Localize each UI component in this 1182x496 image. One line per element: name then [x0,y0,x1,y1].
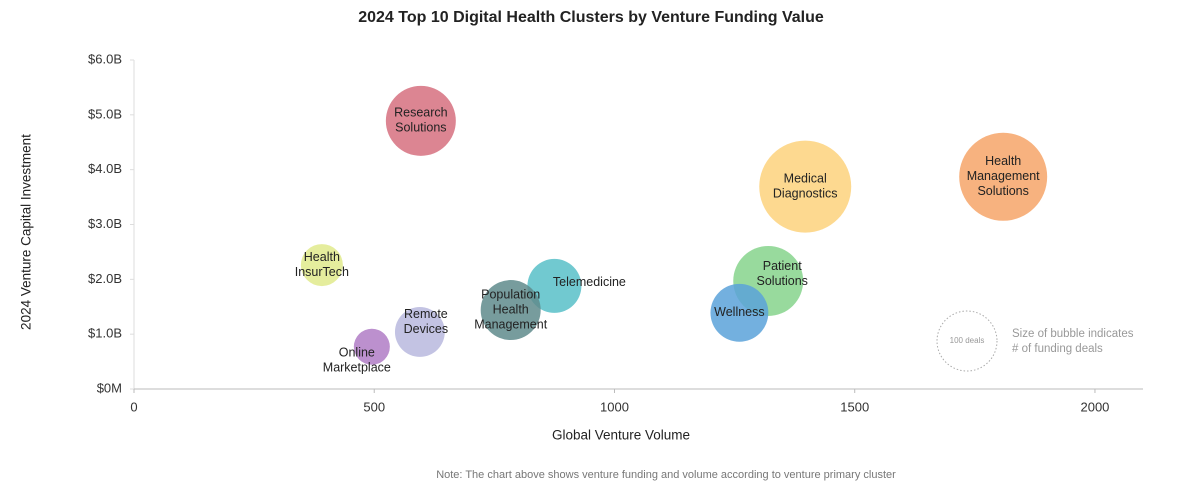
y-tick-label: $5.0B [88,106,122,121]
bubble-label: Solutions [757,274,808,288]
bubble-label: Solutions [977,184,1028,198]
y-tick-label: $2.0B [88,271,122,286]
bubble-label: Health [493,302,529,316]
x-tick-label: 2000 [1080,399,1109,414]
bubble-label: Research [394,106,448,120]
bubble [710,283,769,342]
bubble-label: Marketplace [323,361,391,375]
x-tick-label: 500 [363,399,385,414]
bubble-label: Medical [784,171,827,185]
bubble-label: Health [304,250,340,264]
bubble-label: Management [474,317,547,331]
x-tick-label: 1000 [600,399,629,414]
x-tick-label: 1500 [840,399,869,414]
bubble-label: Online [339,346,375,360]
size-legend-label: 100 deals [950,336,985,345]
bubble-label: InsurTech [295,265,349,279]
bubble [385,85,456,156]
y-tick-label: $6.0B [88,51,122,66]
size-legend-note: Size of bubble indicates [1012,328,1134,340]
bubble-label: Remote [404,307,448,321]
bubble [759,140,852,233]
bubble-label: Patient [763,259,802,273]
y-tick-label: $0M [97,380,122,395]
bubble [300,244,343,287]
bubble-label: Population [481,287,540,301]
note: Note: The chart above shows venture fund… [436,469,896,481]
y-axis-title: 2024 Venture Capital Investment [19,134,34,330]
bubble-label: Telemedicine [553,275,626,289]
bubble [353,328,390,365]
y-tick-label: $4.0B [88,161,122,176]
bubble [959,132,1048,221]
x-axis-title: Global Venture Volume [552,428,690,443]
bubble-label: Diagnostics [773,186,838,200]
y-tick-label: $3.0B [88,216,122,231]
size-legend-note: # of funding deals [1012,343,1103,355]
chart-title: 2024 Top 10 Digital Health Clusters by V… [358,9,824,26]
bubble [527,258,582,313]
bubble-label: Health [985,154,1021,168]
x-tick-label: 0 [130,399,137,414]
y-tick-label: $1.0B [88,326,122,341]
bubble-label: Solutions [395,121,446,135]
size-legend-circle [936,310,998,372]
bubble [480,280,541,341]
bubble [394,307,445,357]
bubble-label: Devices [404,322,448,336]
bubble-label: Wellness [714,305,764,319]
bubble-label: Management [967,169,1040,183]
